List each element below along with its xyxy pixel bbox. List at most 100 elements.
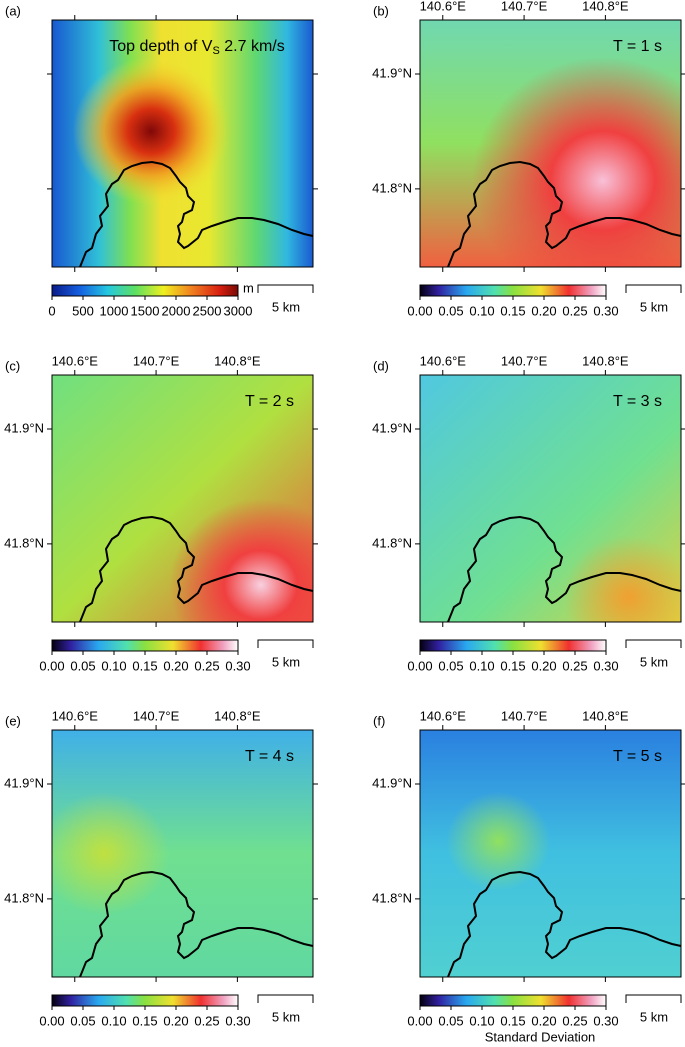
lon-tick-label: 140.8°E xyxy=(582,0,629,13)
scale-bar-label: 5 km xyxy=(272,1009,300,1024)
lon-tick-label: 140.6°E xyxy=(420,0,467,13)
colorbar-tick-label: 0.30 xyxy=(225,658,250,673)
colorbar-tick-label: 0.20 xyxy=(531,303,556,318)
scale-bar xyxy=(625,639,682,648)
scale-bar-label: 5 km xyxy=(640,654,668,669)
coastline xyxy=(447,870,682,978)
lat-tick-label: 41.8°N xyxy=(372,535,412,550)
colorbar-tick-label: 0.15 xyxy=(500,1013,525,1028)
colorbar-tick-label: 0.30 xyxy=(593,303,618,318)
colorbar-unit: m xyxy=(243,280,254,295)
lat-tick-label: 41.8°N xyxy=(372,180,412,195)
scale-bar xyxy=(625,284,682,293)
lon-tick-label: 140.6°E xyxy=(52,353,99,368)
colorbar-tick-label: 0.10 xyxy=(101,1013,126,1028)
colorbar-tick-label: 0.25 xyxy=(562,303,587,318)
colorbar-tick-label: 0.00 xyxy=(407,303,432,318)
panel-title: T = 4 s xyxy=(245,748,294,765)
panel-label: (d) xyxy=(373,358,389,373)
panel-title: Top depth of VS 2.7 km/s xyxy=(109,38,284,57)
colorbar-tick-label: 0.10 xyxy=(469,1013,494,1028)
coastline xyxy=(447,515,682,623)
colorbar-tick-label: 0.15 xyxy=(132,658,157,673)
colorbar-tick-label: 0.30 xyxy=(593,1013,618,1028)
map-frame xyxy=(51,374,314,623)
scale-bar-label: 5 km xyxy=(640,299,668,314)
colorbar-tick-label: 0.10 xyxy=(469,303,494,318)
lat-tick-label: 41.9°N xyxy=(372,65,412,80)
map-overlay xyxy=(52,375,313,622)
lon-tick-label: 140.6°E xyxy=(420,708,467,723)
lon-tick-label: 140.8°E xyxy=(214,708,261,723)
colorbar-tick-label: 0.20 xyxy=(531,658,556,673)
map-frame xyxy=(51,729,314,978)
panel-label: (c) xyxy=(5,358,20,373)
lon-tick-label: 140.8°E xyxy=(582,708,629,723)
colorbar-tick-label: 0.30 xyxy=(593,658,618,673)
colorbar-tick-label: 1000 xyxy=(100,303,129,318)
map-overlay xyxy=(420,375,681,622)
map-overlay xyxy=(52,730,313,977)
colorbar-tick-label: 0.25 xyxy=(562,658,587,673)
lon-tick-label: 140.8°E xyxy=(214,353,261,368)
lat-tick-label: 41.9°N xyxy=(372,775,412,790)
colorbar-tick-label: 0.15 xyxy=(500,658,525,673)
colorbar-tick-label: 0.15 xyxy=(500,303,525,318)
lat-tick-label: 41.9°N xyxy=(4,775,44,790)
title-text: Top depth of V xyxy=(109,38,213,55)
panel-label: (b) xyxy=(373,3,389,18)
colorbar-tick-label: 2000 xyxy=(162,303,191,318)
colorbar-tick-label: 0.25 xyxy=(194,1013,219,1028)
map-overlay xyxy=(52,20,313,267)
map-frame xyxy=(419,374,682,623)
colorbar xyxy=(419,639,607,652)
map-panel: T = 3 s 140.6°E 140.7°E 140.8°E 41.9°N 41.8°N… xyxy=(372,353,685,673)
scale-bar xyxy=(257,639,314,648)
colorbar-tick-label: 0.10 xyxy=(469,658,494,673)
coastline xyxy=(79,160,314,268)
colorbar-tick-label: 1500 xyxy=(131,303,160,318)
lon-tick-label: 140.7°E xyxy=(133,708,180,723)
lon-tick-label: 140.7°E xyxy=(501,0,548,13)
colorbar-tick-label: 0.00 xyxy=(407,1013,432,1028)
panel-title: T = 3 s xyxy=(613,393,662,410)
colorbar-tick-label: 0.05 xyxy=(438,1013,463,1028)
colorbar-tick-label: 2500 xyxy=(193,303,222,318)
panel-title: T = 1 s xyxy=(613,38,662,55)
scale-bar xyxy=(625,994,682,1003)
coastline xyxy=(447,160,682,268)
colorbar xyxy=(51,284,239,297)
colorbar-tick-label: 0.05 xyxy=(438,303,463,318)
panel-title: T = 5 s xyxy=(613,748,662,765)
lon-tick-label: 140.7°E xyxy=(133,353,180,368)
colorbar-tick-label: 0.20 xyxy=(163,1013,188,1028)
colorbar-tick-label: 0.00 xyxy=(39,658,64,673)
map-frame xyxy=(419,729,682,978)
colorbar xyxy=(51,639,239,652)
colorbar-label: Standard Deviation xyxy=(485,1029,596,1044)
panel-label: (e) xyxy=(5,713,21,728)
title-text: 2.7 km/s xyxy=(220,38,285,55)
colorbar-tick-label: 0.25 xyxy=(194,658,219,673)
colorbar-tick-label: 0.20 xyxy=(531,1013,556,1028)
colorbar-tick-label: 0.10 xyxy=(101,658,126,673)
lon-tick-label: 140.6°E xyxy=(420,353,467,368)
colorbar xyxy=(51,994,239,1007)
title-subscript: S xyxy=(212,45,219,57)
colorbar-tick-label: 0.05 xyxy=(70,1013,95,1028)
lon-tick-label: 140.6°E xyxy=(52,708,99,723)
scale-bar xyxy=(257,994,314,1003)
map-panel: T = 2 s 140.6°E 140.7°E 140.8°E 41.9°N 41.8°N… xyxy=(4,353,318,673)
colorbar-tick-label: 0 xyxy=(48,303,55,318)
map-frame xyxy=(51,19,314,268)
map-panel: Top depth of VS 2.7 km/s 0 500 1000 1500 2000… xyxy=(47,15,318,318)
colorbar-tick-label: 0.30 xyxy=(225,1013,250,1028)
colorbar-tick-label: 0.05 xyxy=(438,658,463,673)
colorbar-tick-label: 0.20 xyxy=(163,658,188,673)
lat-tick-label: 41.8°N xyxy=(4,890,44,905)
scale-bar-label: 5 km xyxy=(272,299,300,314)
map-overlay xyxy=(420,20,681,267)
lat-tick-label: 41.9°N xyxy=(372,420,412,435)
scale-bar xyxy=(257,284,314,293)
